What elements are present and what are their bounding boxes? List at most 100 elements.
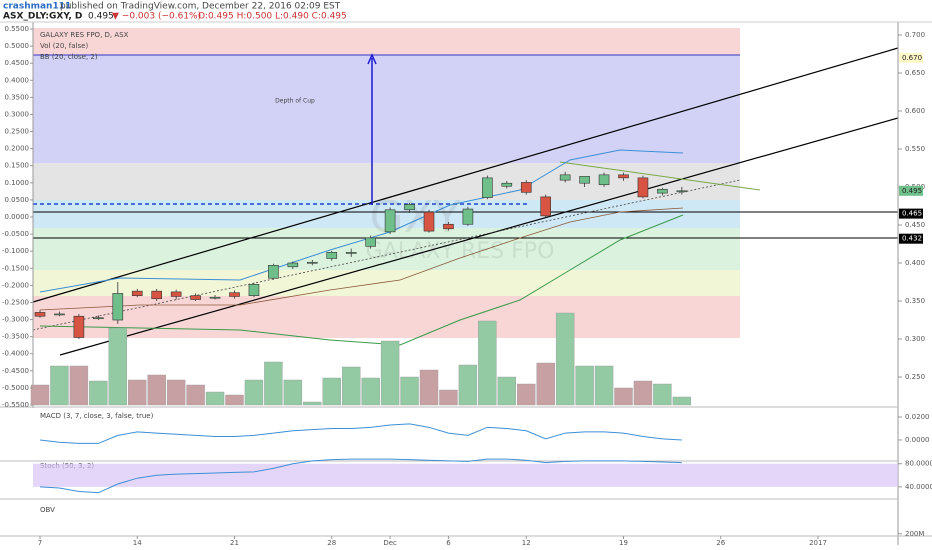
y2-tick-label: 0.0500 <box>5 196 30 204</box>
y2-tick-label: -0.4000 <box>2 350 29 358</box>
candle-body <box>209 296 221 299</box>
price-label: 0.670 <box>902 54 922 62</box>
indicator-label: Vol (20, false) <box>40 42 88 50</box>
candle-body <box>248 283 260 297</box>
candle-body <box>404 204 415 211</box>
candle-body <box>268 264 279 279</box>
candle-body <box>598 174 610 186</box>
volume-bar <box>244 379 264 406</box>
y-tick-label: 0.400 <box>905 259 925 267</box>
volume-bar <box>400 376 419 406</box>
volume-bar <box>166 379 186 406</box>
volume-bar <box>575 365 594 406</box>
candle-body <box>618 174 629 179</box>
y2-tick-label: -0.3500 <box>2 333 29 341</box>
volume-bar <box>497 376 516 406</box>
stoch-band <box>33 463 898 487</box>
y-tick-label: 0.250 <box>905 373 925 381</box>
price-label-box <box>899 185 923 196</box>
volume-bar <box>205 391 225 406</box>
indicator-line <box>39 458 682 494</box>
volume-bar <box>419 369 439 406</box>
bb-basis <box>39 207 684 311</box>
volume-bar <box>458 364 478 406</box>
y2-tick-label: -0.2500 <box>2 298 29 306</box>
x-tick-label: Dec <box>383 539 397 547</box>
volume-bar <box>672 396 692 406</box>
y-tick-label: 0.600 <box>905 107 925 115</box>
candle-body <box>520 182 532 193</box>
y-tick-label: 0.300 <box>905 335 925 343</box>
band <box>33 296 740 338</box>
candle-body <box>287 262 299 268</box>
volume-bar <box>594 365 614 406</box>
y2-tick-label: 0.2000 <box>5 145 30 153</box>
candle-body <box>657 188 668 194</box>
panel-title: OBV <box>40 506 55 514</box>
band <box>33 55 740 163</box>
y-tick-label: 0.650 <box>905 69 925 77</box>
y2-tick-label: -0.5000 <box>2 384 29 392</box>
y2-tick-label: 0.0000 <box>5 213 30 221</box>
y2-tick-label: -0.3000 <box>2 316 29 324</box>
y2-tick-label: -0.5500 <box>2 401 29 409</box>
volume-bar <box>30 384 50 406</box>
y2-tick-label: 0.3500 <box>5 93 30 101</box>
x-tick-label: 6 <box>446 539 451 547</box>
price-label: 0.432 <box>902 235 922 243</box>
volume-bar <box>555 312 575 406</box>
price-label-box <box>899 52 923 63</box>
candle-body <box>73 315 85 338</box>
x-tick-label: 2017 <box>809 539 827 547</box>
candle-body <box>501 182 513 187</box>
volume-bar <box>380 340 400 406</box>
candle-body <box>579 176 590 184</box>
x-tick-label: 7 <box>38 539 42 547</box>
y-tick-label: 0.350 <box>905 297 925 305</box>
candle-body <box>345 252 357 254</box>
price-label-box <box>899 208 923 219</box>
volume-bar <box>517 383 536 406</box>
candle-body <box>229 292 240 297</box>
x-tick-label: 26 <box>716 539 725 547</box>
y2-tick-label: 0.5500 <box>5 25 30 33</box>
y-tick-label: 0.550 <box>905 145 925 153</box>
indicator-line <box>39 423 682 444</box>
y2-tick-label: -0.2000 <box>2 281 29 289</box>
y2-tick-label: -0.1500 <box>2 264 29 272</box>
ohlc: O:0.495 H:0.500 L:0.490 C:0.495 <box>198 12 347 22</box>
y-tick-label: 40.0000 <box>905 483 932 491</box>
candle-body <box>365 237 376 247</box>
y2-tick-label: 0.1500 <box>5 162 30 170</box>
y2-tick-label: -0.1000 <box>2 247 29 255</box>
y-tick-label: 0.0200 <box>905 413 930 421</box>
y-tick-label: 0.0000 <box>905 436 930 444</box>
author[interactable]: crashman111 <box>3 2 71 12</box>
panel-title: MACD (3, 7, close, 3, false, true) <box>40 412 154 420</box>
candle-body <box>540 196 552 217</box>
volume-bar <box>478 320 497 406</box>
bb-upper <box>39 149 684 293</box>
change: ▼ −0.003 (−0.61%) <box>112 12 201 22</box>
volume-bar <box>186 384 205 406</box>
y2-tick-label: -0.0500 <box>2 230 29 238</box>
candle-body <box>93 317 104 320</box>
watermark-name: GALAXY RES FPO <box>366 239 555 264</box>
volume-bar <box>225 394 244 406</box>
volume-bar <box>633 380 653 406</box>
x-tick-label: 19 <box>619 539 628 547</box>
volume-bar <box>536 362 555 406</box>
volume-bar <box>283 379 303 406</box>
candle-body <box>559 174 571 181</box>
last-price: 0.495 <box>88 12 114 22</box>
volume-bar <box>108 327 128 406</box>
volume-bar <box>361 377 380 406</box>
candle-body <box>482 177 493 198</box>
x-tick-label: 21 <box>230 539 239 547</box>
volume-bar <box>89 380 108 406</box>
price-label: 0.465 <box>902 210 922 218</box>
volume-bar <box>322 377 341 406</box>
volume-bar <box>303 401 322 406</box>
